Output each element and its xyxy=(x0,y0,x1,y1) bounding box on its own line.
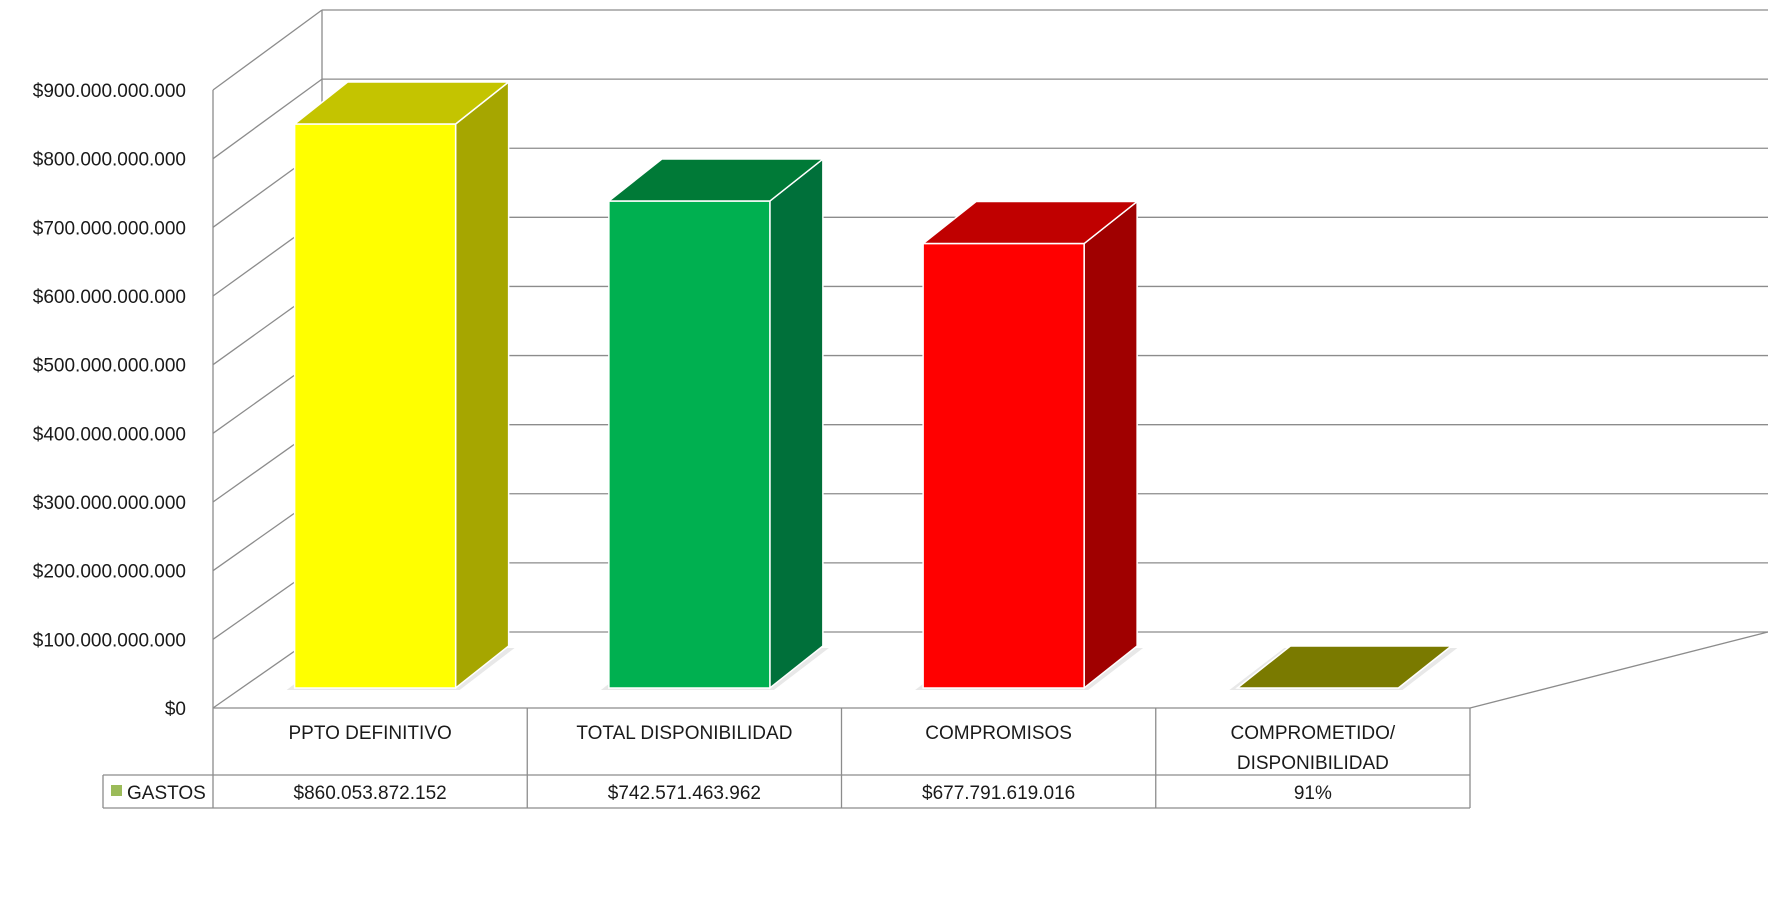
category-label: COMPROMISOS xyxy=(925,723,1072,744)
bar-top xyxy=(292,81,511,125)
bar xyxy=(1229,645,1458,690)
y-tick-label: $100.000.000.000 xyxy=(33,630,186,651)
data-table-value: $860.053.872.152 xyxy=(294,783,447,804)
bar-top xyxy=(1235,645,1454,689)
bar xyxy=(915,199,1144,690)
category-label: TOTAL DISPONIBILIDAD xyxy=(576,723,792,744)
data-table-value: $677.791.619.016 xyxy=(922,783,1075,804)
category-label: COMPROMETIDO/ xyxy=(1231,723,1396,744)
bar-front xyxy=(922,242,1085,689)
bar-side xyxy=(454,80,510,690)
y-tick-label: $200.000.000.000 xyxy=(33,562,186,583)
y-tick-label: $600.000.000.000 xyxy=(33,287,186,308)
data-table: PPTO DEFINITIVO $860.053.872.152 TOTAL DIS… xyxy=(102,708,1471,809)
side-gridline xyxy=(212,9,323,91)
bars xyxy=(286,80,1458,690)
legend-swatch xyxy=(111,785,122,796)
legend-label: GASTOS xyxy=(127,783,206,804)
bar-front xyxy=(293,123,457,689)
floor-right-edge xyxy=(1469,631,1768,709)
bar-top xyxy=(606,158,826,202)
y-tick-label: $0 xyxy=(165,699,186,720)
side-gridline xyxy=(212,78,323,160)
category-label: PPTO DEFINITIVO xyxy=(288,723,451,744)
bar xyxy=(286,80,515,690)
bar-top xyxy=(920,200,1140,245)
bar xyxy=(600,157,829,690)
y-tick-label: $900.000.000.000 xyxy=(33,81,186,102)
y-tick-label: $700.000.000.000 xyxy=(33,218,186,239)
data-table-value: 91% xyxy=(1294,783,1332,804)
data-table-value: $742.571.463.962 xyxy=(608,783,761,804)
y-tick-label: $500.000.000.000 xyxy=(33,356,186,377)
bar-side xyxy=(1083,199,1138,690)
y-axis-tick-labels: $0 $100.000.000.000 $200.000.000.000 $300.0… xyxy=(33,81,186,720)
y-tick-label: $400.000.000.000 xyxy=(33,424,186,445)
bar-side xyxy=(769,157,824,690)
y-tick-label: $800.000.000.000 xyxy=(33,150,186,171)
y-tick-label: $300.000.000.000 xyxy=(33,493,186,514)
bar-front xyxy=(608,200,771,689)
category-label: DISPONIBILIDAD xyxy=(1237,753,1389,774)
